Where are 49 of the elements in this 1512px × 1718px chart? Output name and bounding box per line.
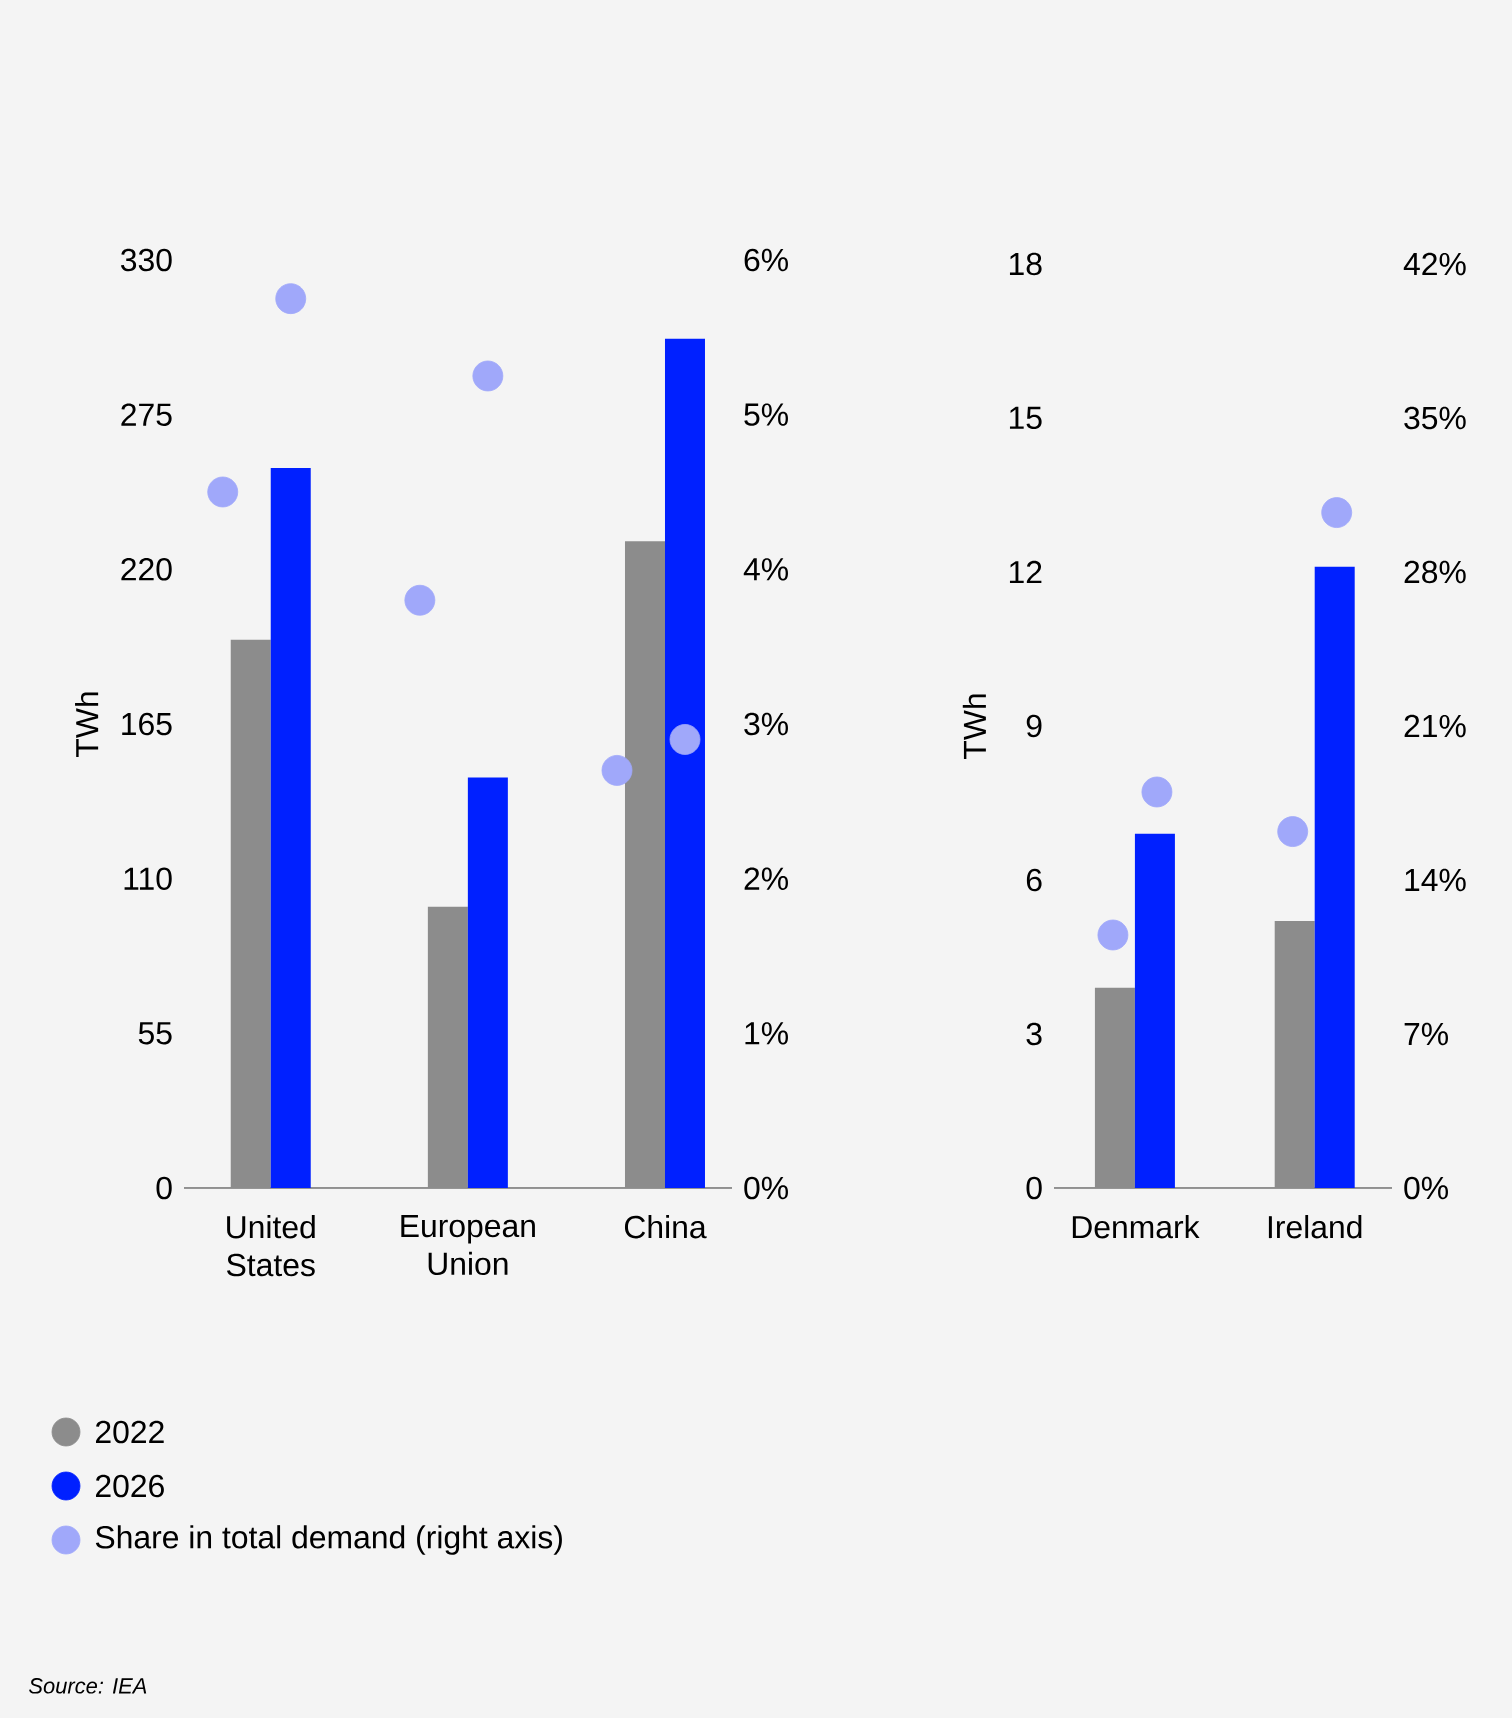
y-tick-label: 330 xyxy=(121,248,172,272)
y2-tick-label: 6% xyxy=(744,248,788,272)
bar xyxy=(1094,987,1135,1188)
x-tick-label: European Union xyxy=(401,1215,535,1276)
y-tick-label: 15 xyxy=(1009,406,1042,430)
x-tick-label: China xyxy=(624,1215,707,1239)
y-axis-title: TWh xyxy=(75,692,99,757)
y2-tick-label: 0% xyxy=(744,1176,788,1200)
y-tick-label: 3 xyxy=(1026,1022,1042,1046)
y-tick-label: 220 xyxy=(121,558,172,581)
bar xyxy=(1134,833,1175,1188)
x-tick-label: Denmark xyxy=(1072,1215,1200,1239)
bar xyxy=(1274,921,1315,1188)
y2-tick-label: 5% xyxy=(744,403,788,426)
legend-label: 2026 xyxy=(95,1474,164,1498)
y-tick-label: 6 xyxy=(1026,868,1042,892)
legend-label: Share in total demand (right axis) xyxy=(95,1525,562,1555)
y2-tick-label: 35% xyxy=(1404,406,1466,430)
y2-tick-label: 28% xyxy=(1404,560,1466,584)
y-tick-label: 55 xyxy=(138,1022,172,1045)
bar xyxy=(230,639,271,1188)
y2-tick-label: 14% xyxy=(1405,868,1466,892)
y2-tick-label: 42% xyxy=(1403,252,1466,276)
y2-tick-label: 1% xyxy=(745,1022,788,1045)
y2-tick-label: 0% xyxy=(1404,1176,1448,1200)
y-tick-label: 0 xyxy=(1026,1176,1042,1200)
bar xyxy=(467,777,508,1188)
y-tick-label: 165 xyxy=(122,712,172,736)
y-tick-label: 110 xyxy=(124,867,172,890)
y-tick-label: 12 xyxy=(1009,560,1042,584)
bar xyxy=(664,338,705,1188)
bar xyxy=(270,468,311,1188)
x-tick-label: Ireland xyxy=(1268,1215,1362,1239)
bar xyxy=(427,906,468,1188)
x-tick-label: United States xyxy=(226,1215,315,1277)
bar xyxy=(1314,566,1355,1188)
y-tick-label: 18 xyxy=(1009,252,1042,276)
y2-tick-label: 2% xyxy=(744,867,788,890)
y-tick-label: 9 xyxy=(1026,714,1042,738)
y2-tick-label: 7% xyxy=(1404,1022,1448,1046)
y-axis-title: TWh xyxy=(962,694,986,759)
y2-tick-label: 3% xyxy=(744,712,788,736)
y-tick-label: 275 xyxy=(121,403,172,426)
source-note: Source: IEA xyxy=(29,1678,147,1694)
y2-tick-label: 4% xyxy=(743,558,788,581)
bar xyxy=(624,541,665,1188)
y-tick-label: 0 xyxy=(156,1176,172,1200)
legend-label: 2022 xyxy=(95,1420,164,1444)
y2-tick-label: 21% xyxy=(1404,714,1466,738)
